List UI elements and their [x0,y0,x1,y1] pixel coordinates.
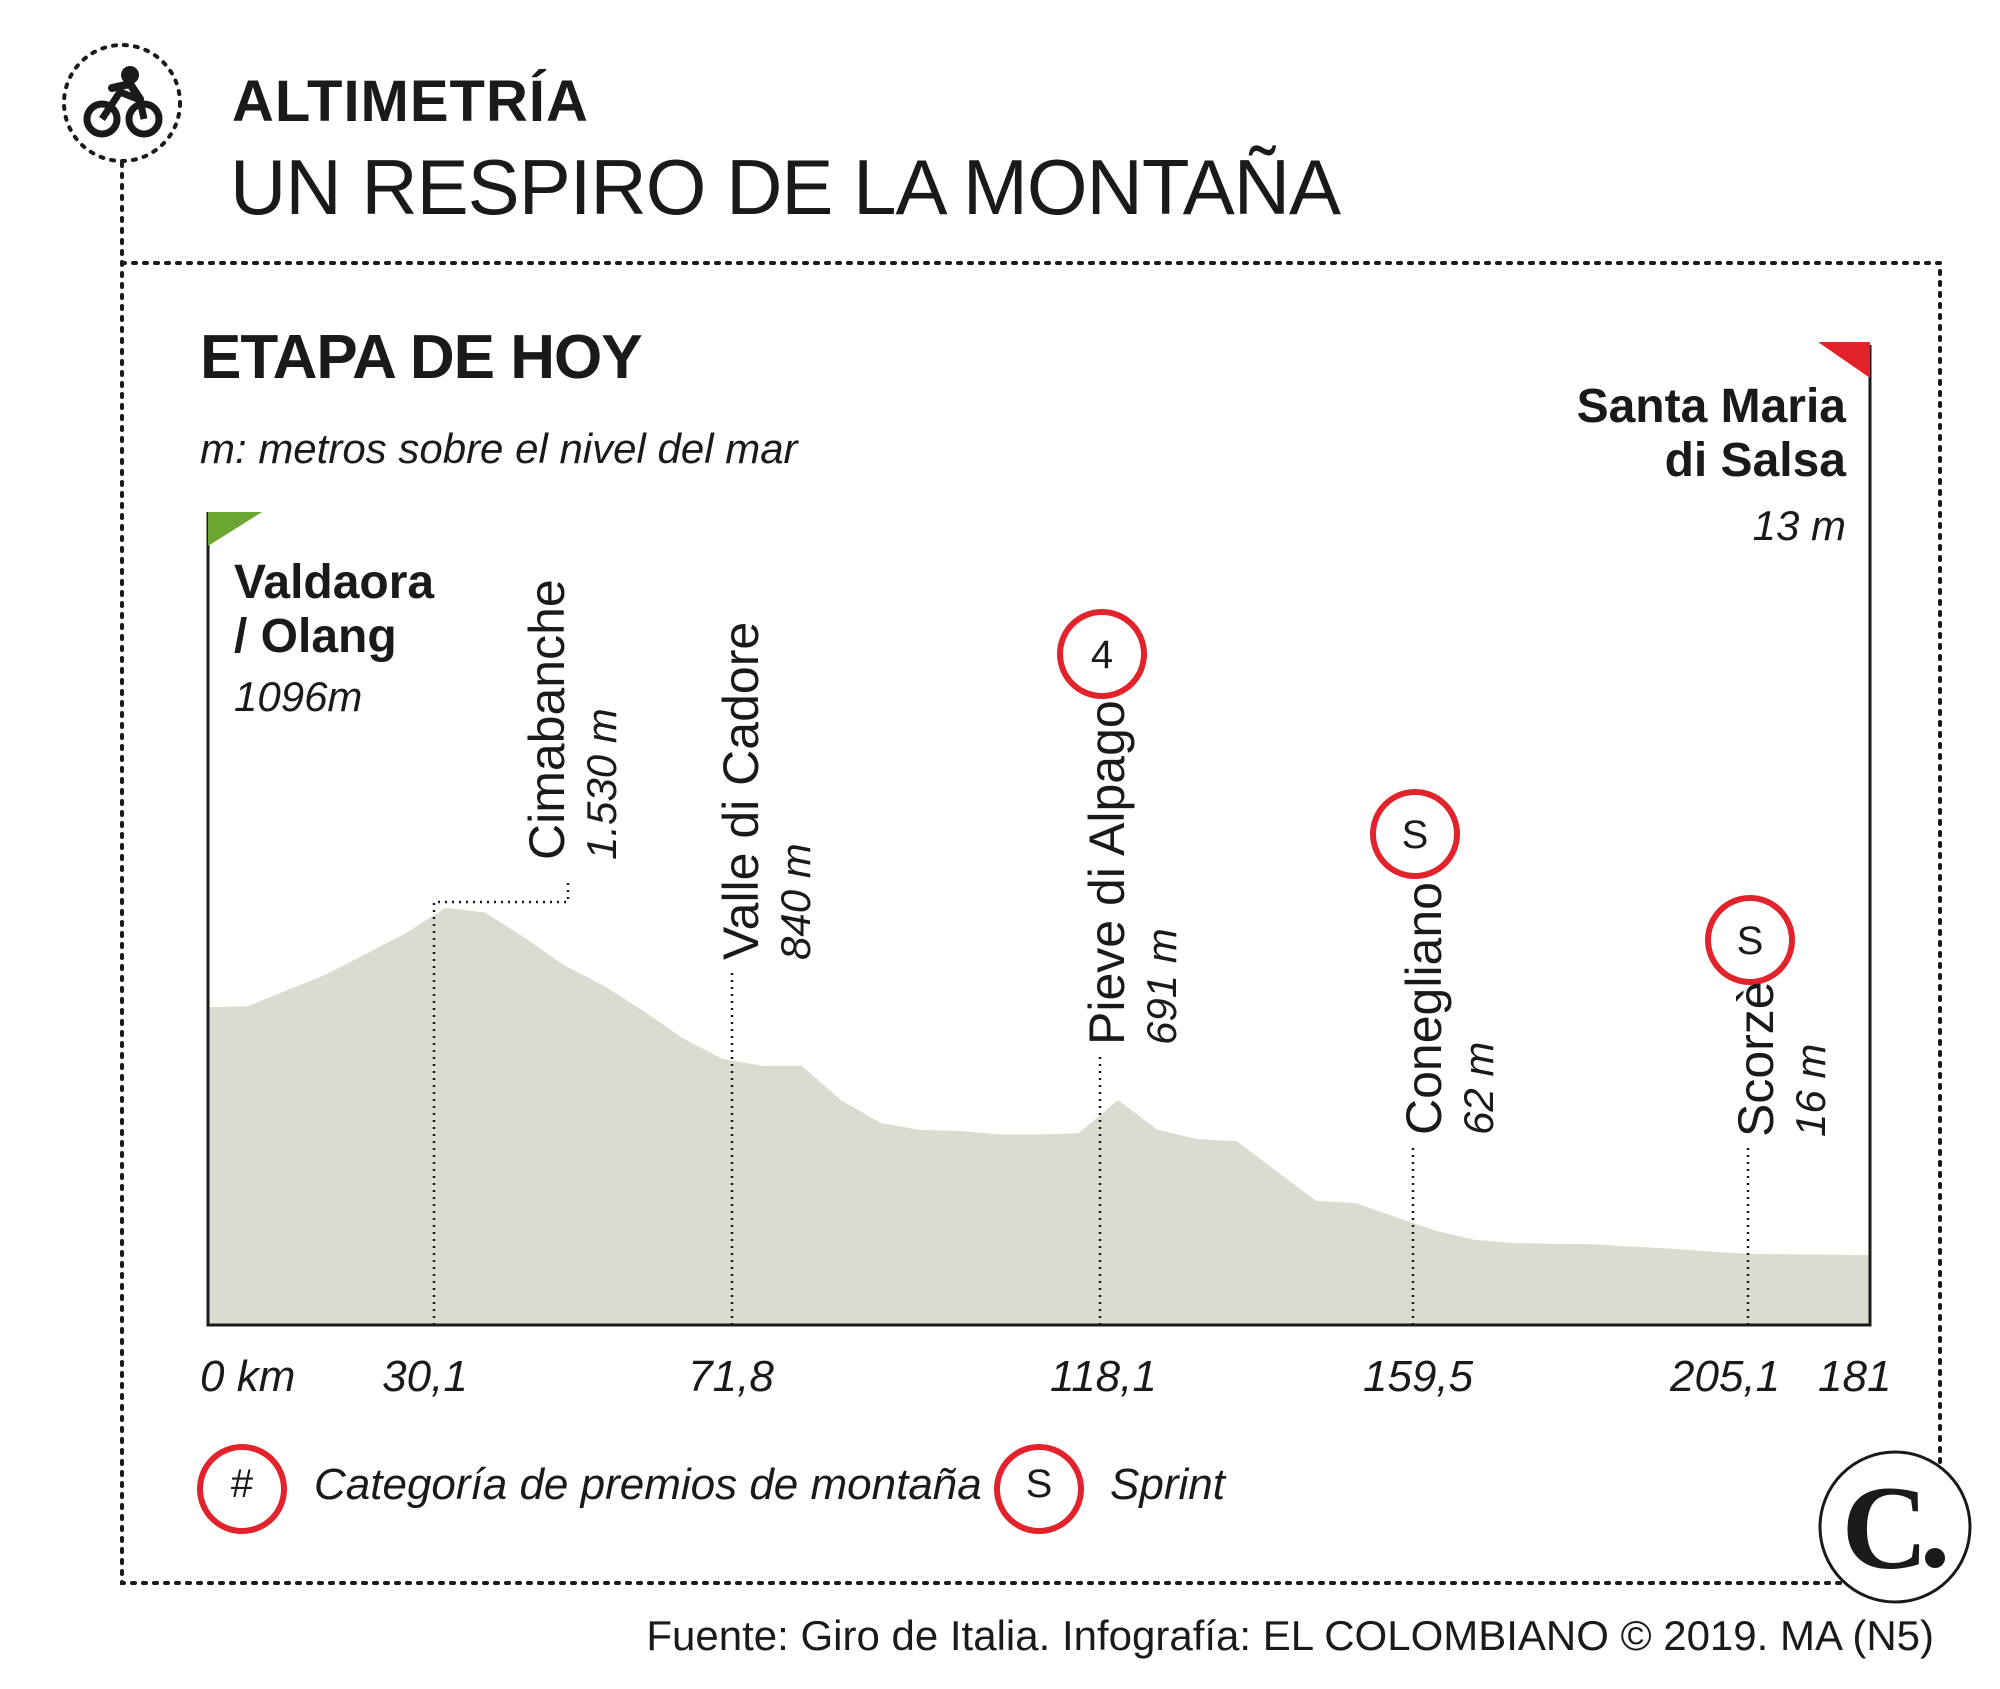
elevation-profile-area [208,907,1870,1325]
start-name: Valdaora / Olang [234,556,434,664]
x-tick-label: 71,8 [688,1352,774,1401]
sprint-badge [1705,895,1795,985]
waypoint-name: Valle di Cadore [713,621,769,960]
waypoint-name: Conegliano [1396,882,1452,1135]
units-note: m: metros sobre el nivel del mar [200,425,798,472]
source-footer: Fuente: Giro de Italia. Infografía: EL C… [646,1612,1934,1659]
waypoint-leaders [432,880,1750,1325]
legend-climb-label: Categoría de premios de montaña [314,1460,982,1509]
legend-badges [197,1444,1084,1534]
legend-climb-badge [197,1444,287,1534]
start-elevation: 1096m [234,673,363,720]
finish-elevation: 13 m [1752,502,1846,549]
kicker-text: ALTIMETRÍA [232,69,589,134]
x-tick-label: 118,1 [1050,1352,1157,1401]
svg-text:C: C [1842,1461,1929,1594]
waypoint-elevation: 840 m [772,843,819,960]
profile-chart [206,345,1872,1327]
headline-text: UN RESPIRO DE LA MONTAÑA [230,143,1341,231]
start-name-line1: Valdaora [234,556,435,609]
badge-text: S [1402,813,1429,857]
legend-sprint-symbol: S [1025,1462,1053,1506]
legend-sprint-label: Sprint [1110,1460,1225,1509]
badge-text: S [1737,919,1764,963]
finish-name-line1: Santa Maria [1576,380,1846,433]
waypoint-elevation: 1.530 m [578,708,625,860]
waypoint-elevation: 62 m [1455,1041,1502,1135]
el-colombiano-logo: C [1818,1450,1972,1604]
waypoint-leader [432,880,570,1325]
badge-text: 4 [1091,633,1113,677]
start-flag-icon [208,512,262,546]
x-label-start: 0 km [200,1352,296,1401]
start-name-line2: / Olang [234,610,397,663]
cyclist-icon-group [62,43,182,163]
chart-axis-frame [206,345,1872,1327]
climb-category-badge [1057,609,1147,699]
waypoint-name: Scorzè [1728,981,1784,1137]
x-tick-label: 159,5 [1363,1352,1474,1401]
sprint-badge [1370,789,1460,879]
finish-name: Santa Maria di Salsa [1577,380,1846,488]
x-tick-label: 205,1 [1670,1352,1781,1401]
stage-title: ETAPA DE HOY [200,323,643,392]
cyclist-icon [83,66,163,138]
legend-climb-symbol: # [230,1462,254,1506]
finish-flag-icon [1818,342,1870,378]
x-label-end: 181 [1818,1352,1892,1401]
icon-ring [62,43,182,163]
waypoint-elevation: 16 m [1787,1043,1834,1137]
legend-sprint-badge [994,1444,1084,1534]
waypoint-elevation: 691 m [1138,928,1185,1045]
finish-name-line2: di Salsa [1664,434,1846,487]
waypoint-badges: 4 S S [1057,609,1795,985]
x-tick-label: 30,1 [382,1352,468,1401]
waypoint-name: Cimabanche [519,579,575,860]
dotted-frame [120,161,1942,1585]
waypoint-name: Pieve di Alpago [1079,700,1135,1045]
